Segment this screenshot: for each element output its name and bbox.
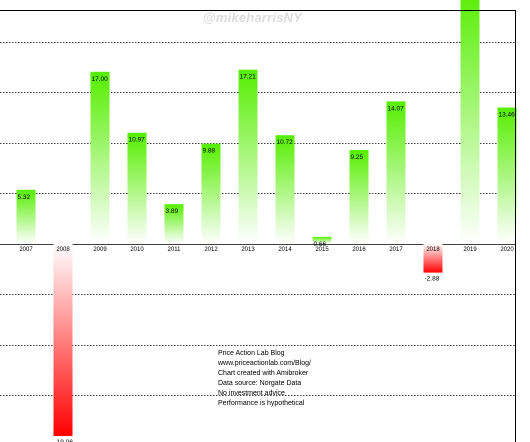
bar-2012 [201, 143, 221, 244]
bar-value-label: 9.88 [203, 148, 216, 155]
x-tick-label: 2009 [93, 247, 107, 253]
bar-2017 [386, 101, 406, 244]
bar-2010 [127, 132, 147, 244]
x-tick-label: 2007 [19, 247, 33, 253]
x-tick-label: 2011 [168, 247, 182, 253]
bar-value-label: 9.25 [351, 154, 364, 161]
bar-2007 [16, 189, 36, 244]
note-line: Performance is hypothetical [218, 400, 305, 407]
bar-value-label: -19.06 [55, 439, 74, 442]
bar-2013 [238, 69, 258, 244]
x-tick-label: 2015 [315, 247, 329, 253]
bar-2020 [497, 107, 517, 244]
bar-value-label: 13.46 [499, 112, 516, 119]
x-tick-label: 2017 [389, 247, 403, 253]
bar-2014 [275, 135, 295, 244]
bar-value-labels: 5.32 -19.06 17.00 10.97 3.89 9.88 17.21 10.72 0.… [18, 74, 516, 442]
x-tick-label: 2019 [463, 247, 477, 253]
x-tick-labels: 2007 2008 2009 2010 2011 2012 2013 2014 2015 2016… [19, 247, 514, 253]
x-tick-label: 2013 [241, 247, 255, 253]
bar-value-label: 3.89 [166, 208, 179, 215]
x-tick-label: 2020 [500, 247, 514, 253]
chart-notes: Price Action Lab Blog www.priceactionlab… [218, 349, 311, 409]
bar-2009 [90, 71, 110, 244]
bar-2011 [164, 204, 184, 244]
x-tick-label: 2012 [204, 247, 218, 253]
bar-2018 [423, 243, 443, 273]
bar-2008 [53, 243, 73, 437]
bar-value-label: -2.88 [425, 276, 440, 283]
bar-2016 [349, 150, 369, 244]
bars [16, 0, 517, 437]
bar-value-label: 0.66 [314, 241, 327, 248]
plot-frame-top [0, 10, 516, 11]
x-tick-label: 2018 [426, 247, 440, 253]
bar-value-label: 10.97 [129, 137, 146, 144]
bar-value-label: 17.00 [92, 76, 109, 83]
x-tick-label: 2008 [56, 247, 70, 253]
bar-value-label: 14.07 [388, 105, 405, 112]
bar-value-label: 10.72 [277, 139, 294, 146]
note-line: Price Action Lab Blog [218, 350, 285, 357]
x-tick-label: 2016 [352, 247, 366, 253]
note-line: Chart created with Amibroker [218, 370, 309, 377]
bar-2019 [460, 0, 480, 244]
bar-value-label: 17.21 [240, 74, 257, 81]
note-line: Data source: Norgate Data [218, 380, 302, 387]
bar-2015 [312, 236, 332, 244]
bar-value-label: 5.32 [18, 194, 31, 201]
x-tick-label: 2014 [278, 247, 292, 253]
x-tick-label: 2010 [130, 247, 144, 253]
plot-frame-right [515, 10, 516, 442]
note-line: www.priceactionlab.com/Blog/ [218, 360, 311, 367]
note-line: No investment advice [218, 390, 285, 397]
watermark: @mikeharrisNY [203, 10, 303, 25]
